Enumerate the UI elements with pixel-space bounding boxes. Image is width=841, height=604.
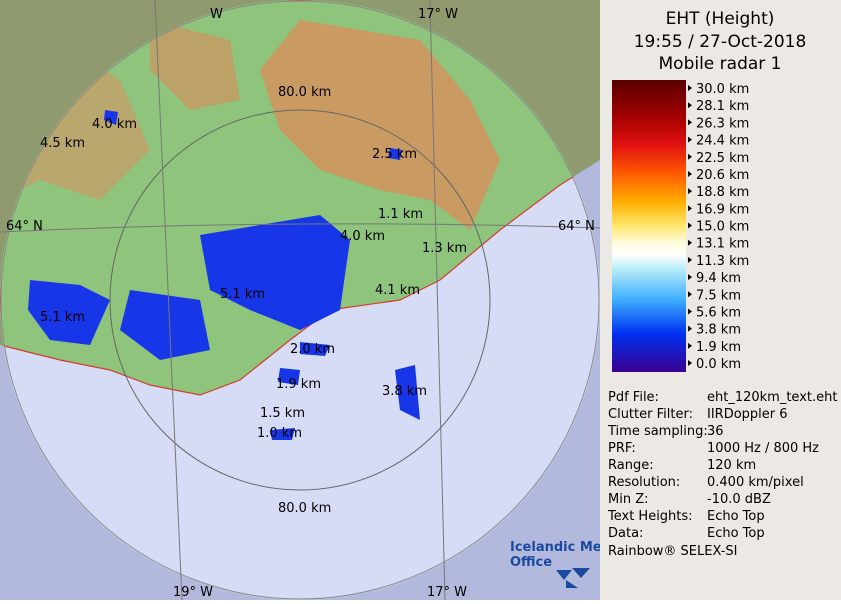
grid-label: 17° W — [418, 7, 458, 22]
scale-label: 22.5 km — [696, 151, 749, 166]
highland — [260, 20, 500, 230]
info-key: Range: — [608, 458, 654, 473]
logo-icon — [556, 568, 590, 588]
logo-text: Office — [510, 555, 552, 570]
scale-tick — [688, 239, 692, 246]
map: 80.0 km 80.0 km 64° N 64° N 19° W 17° W … — [0, 0, 608, 601]
info-value: -10.0 dBZ — [707, 492, 771, 507]
echo-top: 1.1 km — [378, 207, 423, 222]
info-value: 0.400 km/pixel — [707, 475, 804, 490]
color-bar — [612, 80, 686, 372]
grid-label: 64° N — [6, 219, 43, 234]
scale-label: 24.4 km — [696, 134, 749, 149]
echo-top: 4.1 km — [375, 283, 420, 298]
latitude-line — [0, 223, 601, 233]
datetime: 19:55 / 27-Oct-2018 — [634, 32, 807, 52]
scale-tick — [688, 256, 692, 263]
info-value: Echo Top — [707, 509, 765, 524]
info-key: Text Heights: — [607, 509, 693, 524]
info-key: PRF: — [608, 441, 636, 456]
scale-tick — [688, 308, 692, 315]
legend-panel: EHT (Height) 19:55 / 27-Oct-2018 Mobile … — [600, 0, 841, 600]
scale-label: 1.9 km — [696, 340, 741, 355]
info-value: eht_120km_text.eht — [707, 390, 837, 405]
scale-tick — [688, 274, 692, 281]
grid-label: W — [210, 7, 223, 22]
scale-label: 20.6 km — [696, 168, 749, 183]
scale-tick — [688, 85, 692, 91]
scale-label: 11.3 km — [696, 254, 749, 269]
grid-label: 17° W — [427, 585, 467, 600]
scale-tick — [688, 360, 692, 366]
echo-labels: 4.0 km 4.5 km 2.5 km 1.1 km 4.0 km 1.3 k… — [40, 117, 467, 441]
info-table: Pdf File: eht_120km_text.eht Clutter Filte… — [607, 390, 837, 541]
info-value: 36 — [707, 424, 724, 439]
scale-tick — [688, 119, 692, 126]
info-value: Echo Top — [707, 526, 765, 541]
echoes — [28, 110, 420, 440]
scale-tick — [688, 170, 692, 177]
scale-label: 5.6 km — [696, 305, 741, 320]
grid-label: 19° W — [173, 585, 213, 600]
scale-label: 7.5 km — [696, 288, 741, 303]
longitude-line — [429, 0, 446, 601]
scale-tick — [688, 153, 692, 160]
footer: Rainbow® SELEX-SI — [608, 544, 738, 559]
scale-tick — [688, 205, 692, 212]
range-label: 80.0 km — [278, 85, 331, 100]
echo-top: 2.5 km — [372, 147, 417, 162]
info-key: Resolution: — [608, 475, 680, 490]
radar-name: Mobile radar 1 — [659, 54, 782, 74]
grid-label: 64° N — [558, 219, 595, 234]
scale-labels: 30.0 km 28.1 km 26.3 km 24.4 km 22.5 km 20.6 … — [688, 82, 749, 372]
echo-top: 4.0 km — [340, 229, 385, 244]
scale-tick — [688, 136, 692, 143]
scale-label: 3.8 km — [696, 323, 741, 338]
scale-label: 26.3 km — [696, 116, 749, 131]
echo-top: 1.3 km — [422, 241, 467, 256]
scale-tick — [688, 291, 692, 298]
info-key: Pdf File: — [608, 390, 659, 405]
range-ring — [109, 109, 491, 491]
info-key: Min Z: — [608, 492, 649, 507]
scale-tick — [688, 102, 692, 109]
info-value: 1000 Hz / 800 Hz — [707, 441, 819, 456]
longitude-line — [154, 0, 183, 601]
echo-top: 1.5 km — [260, 406, 305, 421]
scale-tick — [688, 222, 692, 229]
scale-tick — [688, 325, 692, 332]
scale-tick — [688, 188, 692, 195]
scale-tick — [688, 342, 692, 349]
scale-label: 15.0 km — [696, 220, 749, 235]
echo-top: 4.5 km — [40, 136, 85, 151]
info-key: Time sampling: — [607, 424, 708, 439]
info-value: IIRDoppler 6 — [707, 407, 788, 422]
scale-label: 16.9 km — [696, 202, 749, 217]
range-label: 80.0 km — [278, 501, 331, 516]
scale-label: 9.4 km — [696, 271, 741, 286]
radar-edge — [0, 0, 600, 600]
echo-top: 2.0 km — [290, 342, 335, 357]
scale-label: 28.1 km — [696, 99, 749, 114]
info-key: Clutter Filter: — [608, 407, 693, 422]
echo-top: 4.0 km — [92, 117, 137, 132]
scale-label: 0.0 km — [696, 357, 741, 372]
echo-top: 5.1 km — [220, 287, 265, 302]
echo-top: 1.0 km — [257, 426, 302, 441]
info-key: Data: — [608, 526, 643, 541]
scale-label: 13.1 km — [696, 237, 749, 252]
info-value: 120 km — [707, 458, 756, 473]
scale-label: 30.0 km — [696, 82, 749, 97]
echo-top: 1.9 km — [276, 377, 321, 392]
echo-top: 3.8 km — [382, 384, 427, 399]
title: EHT (Height) — [666, 9, 775, 29]
scale-label: 18.8 km — [696, 185, 749, 200]
highland — [150, 20, 240, 110]
echo-top: 5.1 km — [40, 310, 85, 325]
logo-text: Icelandic Met — [510, 540, 608, 555]
